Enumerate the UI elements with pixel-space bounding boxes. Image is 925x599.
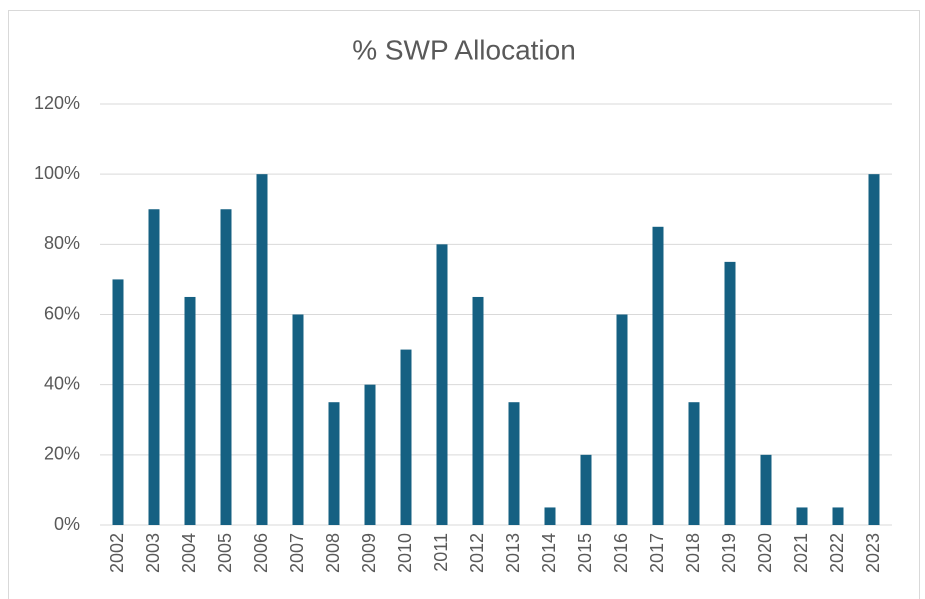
x-tick-label: 2022 (827, 533, 847, 573)
x-tick-label: 2014 (539, 533, 559, 573)
x-tick-label: 2002 (107, 533, 127, 573)
bar (616, 314, 628, 525)
x-tick-label: 2004 (179, 533, 199, 573)
y-tick-label: 120% (34, 93, 80, 113)
bar (868, 174, 880, 525)
y-tick-label: 80% (44, 233, 80, 253)
bar (256, 174, 268, 525)
bar (688, 402, 700, 525)
bar (148, 209, 160, 525)
x-tick-label: 2021 (791, 533, 811, 573)
y-tick-label: 100% (34, 163, 80, 183)
bar (220, 209, 232, 525)
x-tick-label: 2020 (755, 533, 775, 573)
bar (112, 279, 124, 525)
x-tick-label: 2007 (287, 533, 307, 573)
bar (184, 296, 196, 525)
chart-border (8, 10, 920, 599)
x-tick-label: 2011 (431, 533, 451, 572)
x-tick-label: 2013 (503, 533, 523, 573)
bar (508, 402, 520, 525)
bar (832, 507, 844, 525)
x-tick-label: 2009 (359, 533, 379, 573)
bar (292, 314, 304, 525)
bar (472, 296, 484, 525)
bar (724, 261, 736, 525)
x-tick-label: 2016 (611, 533, 631, 573)
x-tick-label: 2019 (719, 533, 739, 573)
x-tick-label: 2006 (251, 533, 271, 573)
bar (400, 349, 412, 525)
bar (580, 454, 592, 525)
bar (436, 244, 448, 526)
bar (796, 507, 808, 525)
x-tick-label: 2008 (323, 533, 343, 573)
x-tick-label: 2010 (395, 533, 415, 573)
x-tick-label: 2012 (467, 533, 487, 573)
bar (328, 402, 340, 525)
x-tick-label: 2005 (215, 533, 235, 573)
x-tick-label: 2017 (647, 533, 667, 573)
y-tick-label: 20% (44, 444, 80, 464)
y-tick-label: 0% (54, 514, 80, 534)
bar (544, 507, 556, 525)
y-tick-label: 40% (44, 373, 80, 393)
x-tick-label: 2018 (683, 533, 703, 573)
bar (652, 226, 664, 525)
x-tick-label: 2003 (143, 533, 163, 573)
chart-title: % SWP Allocation (352, 34, 576, 65)
bar (364, 384, 376, 525)
x-tick-label: 2023 (863, 533, 883, 573)
bar (760, 454, 772, 525)
y-tick-label: 60% (44, 303, 80, 323)
x-tick-label: 2015 (575, 533, 595, 573)
